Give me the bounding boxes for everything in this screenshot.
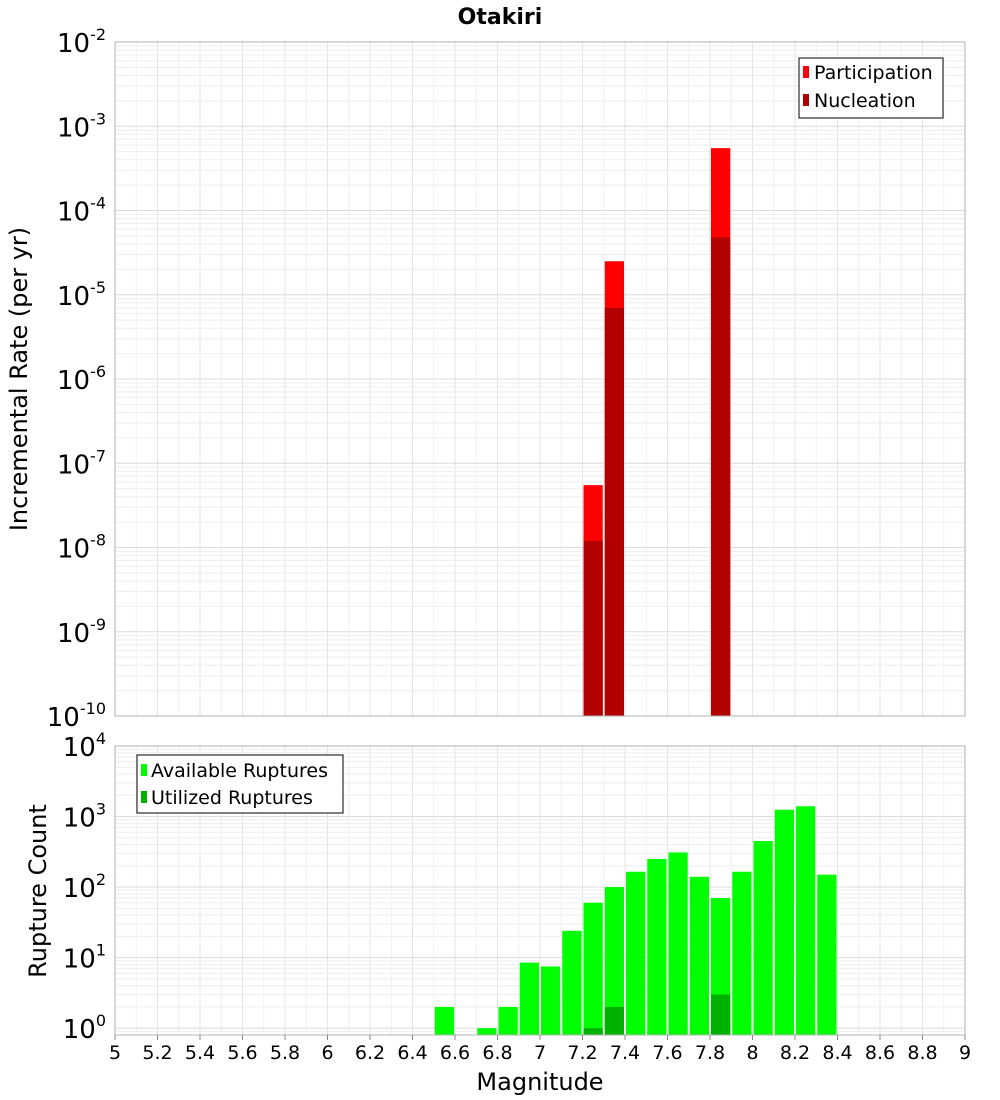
top-grid	[114, 41, 966, 717]
bottom-y-tick-label: 104	[63, 729, 106, 763]
legend-swatch-participation	[803, 66, 809, 78]
x-tick-label: 7	[534, 1042, 546, 1064]
available-ruptures-bar	[796, 806, 816, 1035]
available-ruptures-bar	[562, 930, 582, 1035]
top-y-tick-label: 10-2	[57, 25, 106, 59]
x-tick-label: 8.6	[865, 1042, 895, 1064]
bottom-y-tick-label: 101	[63, 941, 106, 975]
top-bars	[583, 148, 731, 717]
utilized-ruptures-bar	[604, 1006, 624, 1035]
top-y-tick-labels: 10-10 10-9 10-8 10-7 10-6 10-5 10-4 10-3 10-2	[47, 25, 106, 733]
top-y-tick-label: 10-9	[57, 615, 106, 649]
legend-label-nucleation: Nucleation	[814, 90, 916, 112]
utilized-ruptures-bar	[583, 1028, 603, 1035]
x-tick-label: 5.2	[142, 1042, 172, 1064]
legend-label-utilized-ruptures: Utilized Ruptures	[151, 787, 313, 809]
available-ruptures-bar	[626, 871, 646, 1035]
legend-label-participation: Participation	[814, 62, 933, 84]
available-ruptures-bar	[774, 809, 794, 1035]
available-ruptures-bar	[477, 1028, 497, 1035]
x-tick-label: 6.2	[355, 1042, 385, 1064]
available-ruptures-bar	[753, 841, 773, 1035]
legend-swatch-available-ruptures	[141, 764, 147, 776]
x-tick-label: 8.4	[822, 1042, 852, 1064]
x-tick-label: 8.8	[907, 1042, 937, 1064]
available-ruptures-bar	[541, 966, 561, 1035]
nucleation-bar	[604, 307, 624, 716]
top-legend: Participation Nucleation	[798, 57, 944, 119]
available-ruptures-bar	[519, 962, 539, 1035]
top-y-tick-label: 10-8	[57, 531, 106, 565]
x-tick-label: 9	[959, 1042, 971, 1064]
x-tick-label: 6	[321, 1042, 333, 1064]
top-chart-panel: 10-10 10-9 10-8 10-7 10-6 10-5 10-4 10-3 10-2 In…	[5, 25, 966, 733]
x-tick-labels: 5 5.2 5.4 5.6 5.8 6 6.2 6.4 6.6 6.8 7 7.2 7.4 7.6 7.8 8…	[109, 1035, 971, 1064]
available-ruptures-bar	[668, 852, 688, 1035]
available-ruptures-bar	[647, 859, 667, 1035]
top-y-axis-label: Incremental Rate (per yr)	[5, 227, 33, 531]
legend-label-available-ruptures: Available Ruptures	[151, 760, 328, 782]
bottom-bars	[434, 806, 837, 1035]
top-y-tick-label: 10-5	[57, 278, 106, 312]
x-tick-label: 5.8	[270, 1042, 300, 1064]
legend-swatch-utilized-ruptures	[141, 791, 147, 803]
available-ruptures-bar	[583, 902, 603, 1035]
nucleation-bar	[583, 540, 603, 716]
available-ruptures-bar	[817, 874, 837, 1035]
bottom-legend: Available Ruptures Utilized Ruptures	[136, 754, 344, 814]
x-tick-label: 6.6	[440, 1042, 470, 1064]
available-ruptures-bar	[689, 876, 709, 1035]
top-y-tick-label: 10-4	[57, 194, 106, 228]
x-tick-label: 7.4	[610, 1042, 640, 1064]
top-y-tick-label: 10-10	[47, 699, 106, 733]
bottom-y-tick-labels: 100 101 102 103 104	[63, 729, 106, 1045]
bottom-y-axis-label: Rupture Count	[24, 804, 52, 978]
x-tick-label: 8	[746, 1042, 758, 1064]
x-axis-label: Magnitude	[476, 1068, 603, 1096]
top-y-tick-label: 10-7	[57, 446, 106, 480]
bottom-y-tick-label: 103	[63, 800, 106, 834]
nucleation-bar	[711, 237, 731, 717]
x-tick-label: 6.4	[397, 1042, 427, 1064]
top-plot-frame	[114, 41, 966, 717]
top-y-tick-label: 10-3	[57, 109, 106, 143]
utilized-ruptures-bar	[711, 994, 731, 1035]
bottom-legend-box	[136, 754, 344, 814]
x-tick-label: 5	[109, 1042, 121, 1064]
legend-swatch-nucleation	[803, 94, 809, 106]
x-tick-label: 7.6	[652, 1042, 682, 1064]
x-tick-label: 6.8	[482, 1042, 512, 1064]
x-tick-label: 5.4	[185, 1042, 215, 1064]
x-tick-label: 8.2	[780, 1042, 810, 1064]
top-y-tick-label: 10-6	[57, 362, 106, 396]
available-ruptures-bar	[604, 887, 624, 1035]
bottom-y-tick-label: 100	[63, 1011, 106, 1045]
top-legend-box	[798, 57, 944, 119]
x-tick-label: 5.6	[227, 1042, 257, 1064]
bottom-chart-panel: 100 101 102 103 104 5 5.2 5.4 5.6 5.8 6 6.2 6.4 6.6 6…	[24, 729, 971, 1096]
bottom-y-tick-label: 102	[63, 870, 106, 904]
chart-title: Otakiri	[458, 5, 543, 30]
x-tick-label: 7.2	[567, 1042, 597, 1064]
x-tick-label: 7.8	[695, 1042, 725, 1064]
available-ruptures-bar	[498, 1006, 518, 1035]
available-ruptures-bar	[732, 871, 752, 1035]
available-ruptures-bar	[434, 1006, 454, 1035]
